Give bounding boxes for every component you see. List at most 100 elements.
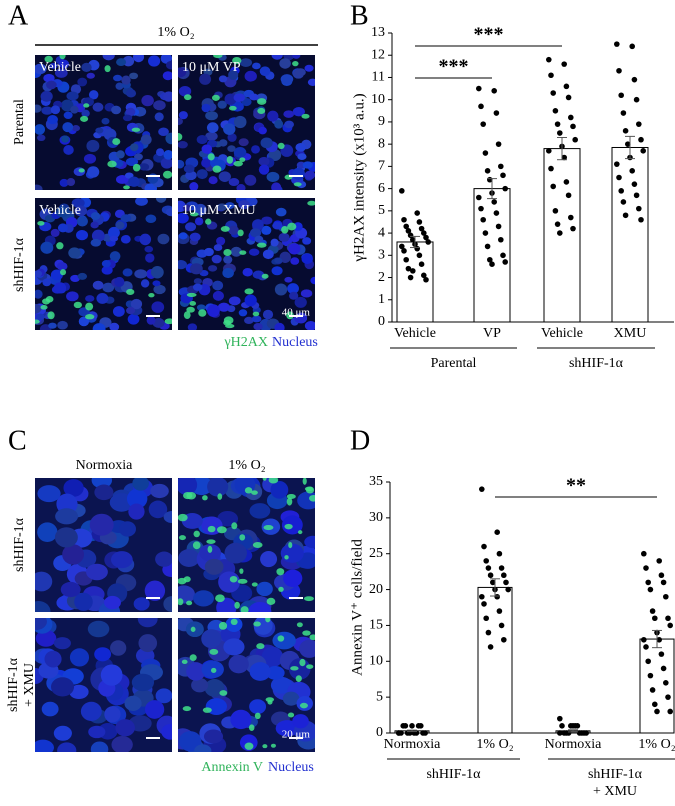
nucleus	[54, 68, 68, 78]
nucleus	[66, 291, 79, 302]
nucleus	[125, 107, 136, 116]
significance-label: **	[566, 475, 586, 497]
nucleus	[208, 176, 218, 185]
data-point	[418, 723, 424, 729]
y-tick-label: 0	[378, 314, 385, 329]
stain	[182, 706, 192, 712]
data-point	[405, 265, 412, 272]
nucleus	[77, 77, 88, 87]
stain	[240, 606, 249, 612]
nucleus	[131, 673, 155, 692]
data-point	[410, 268, 416, 274]
nucleus	[254, 235, 264, 243]
nucleus	[111, 105, 122, 115]
data-point	[402, 723, 409, 729]
nucleus	[163, 150, 172, 160]
nucleus	[116, 58, 127, 67]
data-point	[490, 579, 496, 586]
nucleus	[60, 581, 81, 598]
nucleus	[63, 479, 84, 497]
stain	[268, 478, 279, 484]
nucleus	[41, 701, 59, 717]
stain	[190, 626, 196, 632]
nucleus	[41, 106, 53, 115]
nucleus	[162, 71, 172, 81]
data-point	[559, 723, 565, 729]
row-label: + XMU	[22, 663, 37, 707]
nucleus	[274, 257, 283, 264]
nucleus	[66, 177, 76, 187]
stain	[257, 107, 266, 114]
stain	[78, 168, 85, 173]
data-point	[548, 165, 554, 172]
nucleus	[217, 302, 230, 312]
nucleus	[223, 123, 236, 135]
y-tick-label: 10	[369, 654, 383, 669]
data-point	[660, 665, 667, 672]
image-label: Vehicle	[39, 60, 81, 75]
nucleus	[228, 654, 249, 674]
stain	[178, 598, 184, 606]
stain	[183, 94, 192, 101]
stain	[210, 667, 217, 673]
nucleus	[63, 111, 73, 120]
nucleus	[211, 254, 222, 264]
data-point	[491, 88, 498, 94]
nucleus	[193, 278, 202, 285]
data-point	[409, 723, 415, 729]
data-point	[501, 572, 507, 579]
stain	[277, 635, 285, 642]
data-point	[484, 243, 491, 250]
stain	[202, 707, 212, 713]
nucleus	[294, 296, 307, 308]
y-tick-label: 7	[378, 159, 385, 174]
stain	[229, 575, 238, 583]
nucleus	[228, 296, 241, 306]
data-point	[620, 110, 627, 116]
nucleus	[132, 478, 149, 491]
nucleus	[113, 74, 123, 82]
nucleus	[116, 150, 125, 159]
group-label: shHIF-1α	[426, 767, 481, 782]
stain	[85, 314, 95, 320]
nucleus	[76, 230, 89, 241]
data-point	[414, 210, 421, 216]
nucleus	[163, 91, 172, 102]
data-point	[563, 83, 570, 90]
nucleus	[94, 647, 112, 662]
data-point	[570, 723, 576, 729]
nucleus	[292, 106, 305, 117]
stain	[59, 55, 66, 60]
nucleus	[218, 75, 228, 83]
stain	[45, 296, 54, 303]
data-point	[574, 723, 581, 729]
data-point	[572, 136, 578, 143]
nucleus	[258, 126, 267, 135]
nucleus	[35, 629, 57, 647]
image-label: 10 μM XMU	[182, 203, 256, 218]
nucleus	[262, 309, 274, 320]
y-tick-label: 3	[378, 248, 385, 263]
nucleus	[261, 216, 273, 225]
nucleus	[87, 166, 100, 178]
stain	[287, 222, 297, 231]
row-label: shHIF-1α	[12, 517, 27, 572]
nucleus	[193, 590, 214, 607]
stain	[220, 225, 230, 232]
nucleus	[50, 269, 63, 281]
nucleus	[56, 262, 68, 271]
nucleus	[50, 228, 60, 237]
legend-stain: Annexin V	[201, 760, 263, 775]
stain	[193, 530, 200, 538]
data-point	[618, 92, 624, 99]
nucleus	[122, 114, 133, 122]
data-point	[631, 76, 638, 83]
stain	[287, 712, 295, 718]
nucleus	[219, 139, 228, 147]
stain	[107, 160, 117, 168]
nucleus	[261, 225, 272, 235]
stain	[126, 288, 135, 296]
data-point	[652, 701, 658, 708]
data-point	[493, 210, 500, 216]
data-point	[496, 550, 503, 557]
